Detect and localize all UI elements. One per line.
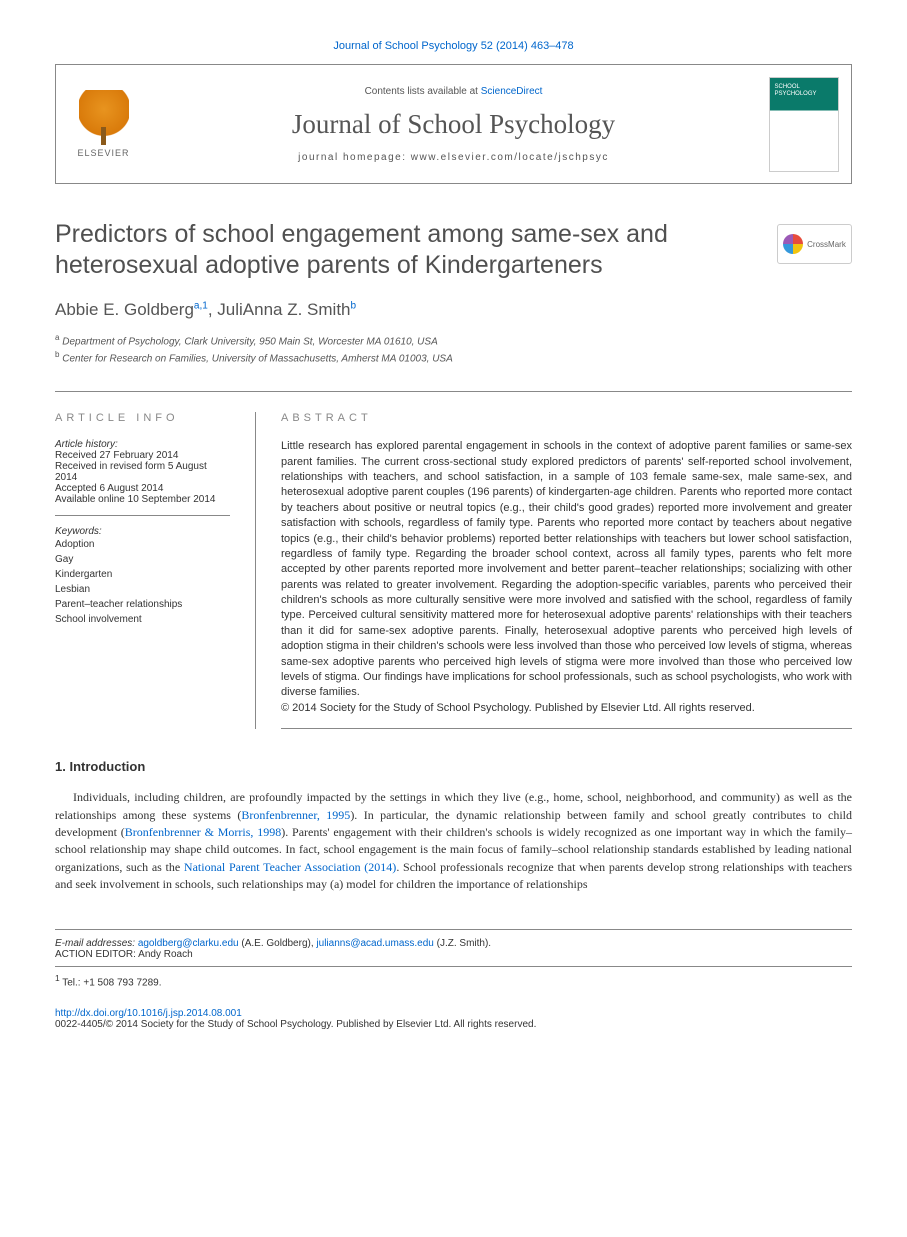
crossmark-label: CrossMark — [807, 240, 846, 249]
elsevier-tree-icon — [79, 90, 129, 145]
keyword-item: Parent–teacher relationships — [55, 597, 230, 612]
email2-who: (J.Z. Smith). — [434, 938, 491, 949]
keyword-item: School involvement — [55, 612, 230, 627]
crossmark-badge[interactable]: CrossMark — [777, 224, 852, 264]
ref-bronfenbrenner-morris-1998[interactable]: Bronfenbrenner & Morris, 1998 — [125, 825, 281, 839]
tel-line: 1 Tel.: +1 508 793 7289. — [55, 966, 852, 988]
email-goldberg[interactable]: agoldberg@clarku.edu — [138, 938, 239, 949]
author-2-sup: b — [351, 300, 357, 311]
publisher-name: ELSEVIER — [77, 148, 129, 158]
affiliation-b-text: Center for Research on Families, Univers… — [59, 353, 452, 364]
author-1-sup: a,1 — [194, 300, 208, 311]
intro-paragraph-1: Individuals, including children, are pro… — [55, 789, 852, 893]
footer-correspondence: E-mail addresses: agoldberg@clarku.edu (… — [55, 929, 852, 988]
affiliation-a-text: Department of Psychology, Clark Universi… — [59, 336, 437, 347]
doi-link[interactable]: http://dx.doi.org/10.1016/j.jsp.2014.08.… — [55, 1008, 242, 1019]
keyword-item: Adoption — [55, 537, 230, 552]
abstract-body: Little research has explored parental en… — [281, 440, 852, 698]
masthead: ELSEVIER Contents lists available at Sci… — [55, 64, 852, 184]
affiliation-a: a Department of Psychology, Clark Univer… — [55, 332, 852, 349]
cover-cell — [756, 65, 851, 183]
author-1-name: Abbie E. Goldberg — [55, 300, 194, 319]
article-info-heading: article info — [55, 412, 230, 424]
issn-copyright-line: 0022-4405/© 2014 Society for the Study o… — [55, 1019, 852, 1030]
section-1-heading: 1. Introduction — [55, 759, 852, 774]
article-title: Predictors of school engagement among sa… — [55, 219, 757, 282]
history-online: Available online 10 September 2014 — [55, 494, 230, 505]
journal-name: Journal of School Psychology — [292, 109, 615, 140]
history-revised: Received in revised form 5 August 2014 — [55, 461, 230, 483]
journal-homepage: journal homepage: www.elsevier.com/locat… — [298, 152, 609, 163]
title-row: Predictors of school engagement among sa… — [55, 219, 852, 282]
ref-bronfenbrenner-1995[interactable]: Bronfenbrenner, 1995 — [241, 808, 350, 822]
email-line: E-mail addresses: agoldberg@clarku.edu (… — [55, 938, 852, 949]
email-smith[interactable]: julianns@acad.umass.edu — [316, 938, 433, 949]
publisher-logo-cell: ELSEVIER — [56, 65, 151, 183]
history-label: Article history: — [55, 439, 230, 450]
abstract-column: abstract Little research has explored pa… — [255, 412, 852, 729]
contents-available-line: Contents lists available at ScienceDirec… — [365, 86, 543, 97]
article-info-column: article info Article history: Received 2… — [55, 412, 255, 729]
sciencedirect-link[interactable]: ScienceDirect — [481, 86, 543, 97]
masthead-center: Contents lists available at ScienceDirec… — [151, 65, 756, 183]
elsevier-logo[interactable]: ELSEVIER — [69, 82, 139, 167]
article-history: Article history: Received 27 February 20… — [55, 439, 230, 516]
ref-npta-2014[interactable]: National Parent Teacher Association (201… — [184, 860, 396, 874]
keywords-label: Keywords: — [55, 526, 230, 537]
abstract-copyright: © 2014 Society for the Study of School P… — [281, 702, 755, 714]
tel-text: Tel.: +1 508 793 7289. — [60, 977, 162, 988]
email1-who: (A.E. Goldberg), — [239, 938, 317, 949]
keywords-block: Keywords: Adoption Gay Kindergarten Lesb… — [55, 526, 230, 627]
keyword-item: Kindergarten — [55, 567, 230, 582]
journal-cover-thumbnail[interactable] — [769, 77, 839, 172]
action-editor-line: ACTION EDITOR: Andy Roach — [55, 949, 852, 960]
authors-line: Abbie E. Goldberga,1, JuliAnna Z. Smithb — [55, 300, 852, 320]
page: Journal of School Psychology 52 (2014) 4… — [0, 0, 907, 1060]
contents-prefix: Contents lists available at — [365, 86, 481, 97]
affiliations: a Department of Psychology, Clark Univer… — [55, 332, 852, 367]
info-abstract-row: article info Article history: Received 2… — [55, 391, 852, 729]
doi-block: http://dx.doi.org/10.1016/j.jsp.2014.08.… — [55, 1008, 852, 1030]
author-2-name: , JuliAnna Z. Smith — [208, 300, 351, 319]
abstract-heading: abstract — [281, 412, 852, 424]
abstract-text: Little research has explored parental en… — [281, 439, 852, 729]
history-accepted: Accepted 6 August 2014 — [55, 483, 230, 494]
email-label: E-mail addresses: — [55, 938, 138, 949]
keyword-item: Lesbian — [55, 582, 230, 597]
running-citation: Journal of School Psychology 52 (2014) 4… — [55, 40, 852, 52]
crossmark-icon — [783, 234, 803, 254]
affiliation-b: b Center for Research on Families, Unive… — [55, 349, 852, 366]
history-received: Received 27 February 2014 — [55, 450, 230, 461]
keyword-item: Gay — [55, 552, 230, 567]
